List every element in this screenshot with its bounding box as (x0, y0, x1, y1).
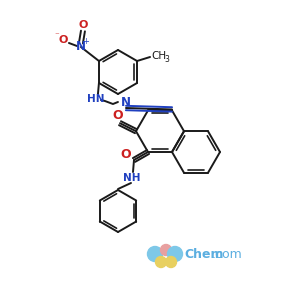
Text: Chem: Chem (184, 248, 224, 260)
Text: O: O (58, 35, 68, 45)
Text: 3: 3 (164, 55, 169, 64)
Text: HN: HN (87, 94, 105, 104)
Circle shape (167, 247, 182, 262)
Circle shape (155, 256, 167, 268)
Text: +: + (82, 38, 89, 46)
Text: N: N (121, 97, 131, 110)
Circle shape (160, 244, 172, 256)
Text: O: O (113, 109, 123, 122)
Text: .com: .com (212, 248, 243, 260)
Circle shape (166, 256, 176, 268)
Text: O: O (78, 20, 88, 30)
Circle shape (148, 247, 163, 262)
Text: N: N (76, 40, 86, 53)
Text: ⁻: ⁻ (55, 32, 59, 40)
Text: O: O (121, 148, 131, 160)
Text: CH: CH (152, 51, 166, 61)
Text: NH: NH (123, 173, 141, 183)
